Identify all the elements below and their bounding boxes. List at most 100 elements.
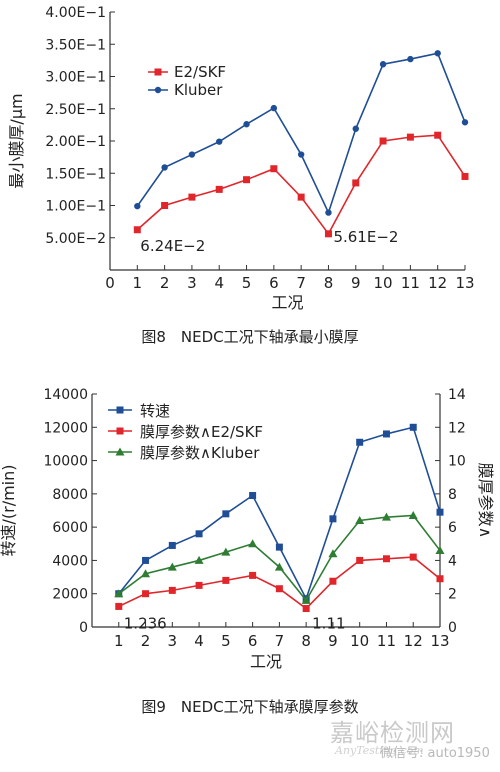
data-point [188, 193, 196, 201]
data-point [222, 576, 230, 584]
watermark-latin: AnyTesting.com [335, 744, 424, 757]
data-point [274, 562, 284, 571]
data-point [408, 510, 418, 519]
y-left-tick-label: 12000 [43, 420, 88, 436]
annotation-label: 6.24E−2 [140, 237, 205, 255]
y-tick-label: 1.00E−1 [45, 199, 106, 215]
data-point [249, 571, 257, 579]
legend-label: 膜厚参数∧Kluber [140, 444, 260, 462]
y-right-tick-label: 0 [448, 620, 457, 636]
chart-film-thickness-parameter: 1 2 3 4 5 6 7 8 9 10 11 12 1302000400060008000100001… [0, 387, 495, 671]
y-axis-label: 最小膜厚/μm [7, 93, 26, 188]
legend-label: 膜厚参数∧E2/SKF [140, 423, 263, 441]
y-tick-label: 2.50E−1 [45, 102, 106, 118]
data-point [379, 137, 387, 145]
data-point [215, 185, 223, 193]
y-right-tick-label: 14 [448, 387, 466, 403]
x-tick-label: 9 [351, 274, 361, 292]
y-left-tick-label: 2000 [52, 587, 88, 603]
data-point [134, 202, 141, 210]
x-tick-label: 12 [404, 632, 423, 650]
y-left-axis-label: 转速/(r/min) [0, 464, 18, 556]
data-point [355, 515, 365, 524]
data-point [382, 430, 390, 438]
y-left-tick-label: 10000 [43, 454, 88, 470]
x-tick-label: 3 [187, 274, 197, 292]
x-tick-label: 11 [377, 632, 396, 650]
y-left-tick-label: 14000 [43, 387, 88, 403]
x-tick-label: 11 [401, 274, 420, 292]
y-right-tick-label: 4 [448, 553, 457, 569]
x-tick-label: 1 [114, 632, 124, 650]
data-point [115, 602, 123, 610]
x-axis-label: 工况 [250, 652, 282, 671]
x-tick-label: 12 [428, 274, 447, 292]
data-point [436, 508, 444, 516]
data-point [302, 605, 310, 613]
y-tick-label: 1.50E−1 [45, 166, 106, 182]
y-tick-label: 4.00E−1 [45, 5, 106, 21]
legend-marker [115, 447, 125, 456]
y-tick-label: 2.00E−1 [45, 134, 106, 150]
x-tick-label: 4 [214, 274, 224, 292]
data-point [188, 151, 196, 158]
y-left-tick-label: 4000 [52, 553, 88, 569]
x-tick-label: 10 [350, 632, 369, 650]
data-point [328, 549, 338, 558]
data-point [325, 209, 332, 216]
data-point [435, 545, 445, 554]
data-point [461, 172, 469, 180]
x-tick-label: 6 [248, 632, 258, 650]
data-point [243, 121, 250, 128]
data-point [382, 555, 390, 563]
x-tick-label: 10 [374, 274, 393, 292]
x-tick-label: 6 [269, 274, 279, 292]
y-right-tick-label: 8 [448, 487, 457, 503]
data-point [352, 125, 359, 132]
data-point [301, 595, 311, 604]
legend-label: E2/SKF [174, 63, 226, 81]
data-point [216, 138, 223, 145]
legend-label: Kluber [174, 81, 223, 99]
y-left-tick-label: 0 [79, 620, 88, 636]
data-point [195, 581, 203, 589]
x-tick-label: 9 [328, 632, 338, 650]
annotation-label: 1.236 [124, 614, 167, 632]
data-point [297, 193, 305, 201]
watermark-logo-text: 嘉峪检测网 [330, 719, 455, 747]
x-tick-label: 5 [242, 274, 252, 292]
data-point [434, 131, 442, 139]
data-point [434, 50, 441, 57]
x-tick-label: 4 [194, 632, 204, 650]
x-tick-label: 2 [160, 274, 170, 292]
data-point [141, 569, 151, 578]
x-tick-label: 13 [430, 632, 449, 650]
data-point [249, 492, 257, 500]
x-tick-label: 7 [275, 632, 285, 650]
data-point [329, 577, 337, 585]
y-tick-label: 3.50E−1 [45, 37, 106, 53]
x-tick-label: 8 [324, 274, 334, 292]
x-tick-label: 7 [296, 274, 306, 292]
legend-marker [116, 427, 124, 435]
chart-min-film-thickness: 0 1 2 3 4 5 6 7 8 9 10 11 12 135.00E−21.00E−11.50E−12… [7, 5, 475, 312]
series-line-0 [136, 134, 466, 236]
x-tick-label: 0 [105, 274, 115, 292]
data-point [167, 562, 177, 571]
annotation-label: 1.11 [312, 615, 345, 633]
y-left-tick-label: 8000 [52, 487, 88, 503]
data-point [461, 119, 469, 126]
data-point [248, 539, 258, 548]
data-point [133, 226, 141, 234]
y-tick-label: 3.00E−1 [45, 70, 106, 86]
data-point [275, 543, 283, 551]
y-tick-label: 5.00E−2 [45, 231, 106, 247]
data-point [379, 61, 387, 68]
watermark-wechat: 微信号: auto1950 [380, 746, 490, 761]
data-point [194, 555, 204, 564]
data-point [297, 151, 305, 158]
data-point [195, 530, 203, 538]
data-point [409, 553, 417, 561]
y-right-tick-label: 10 [448, 454, 466, 470]
y-right-tick-label: 2 [448, 587, 457, 603]
